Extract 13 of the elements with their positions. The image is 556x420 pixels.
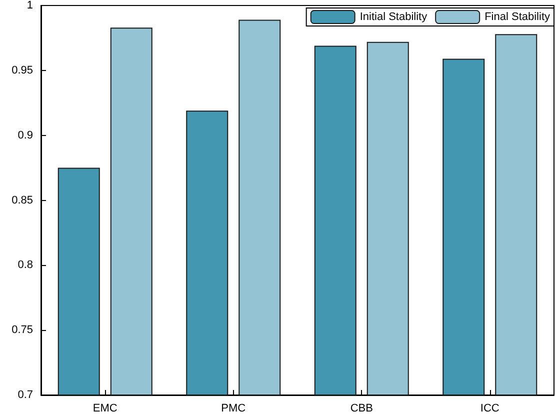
y-tick-label: 0.85 — [12, 194, 33, 206]
y-tick-label: 0.75 — [12, 324, 33, 336]
x-tick-label: ICC — [480, 402, 500, 414]
y-tick-label: 1 — [26, 0, 33, 12]
y-tick-label: 0.9 — [18, 129, 33, 142]
y-tick-label: 0.7 — [18, 389, 33, 401]
y-tick-label: 0.95 — [12, 64, 33, 76]
legend-label: Final Stability — [484, 11, 550, 23]
x-tick-label: PMC — [221, 402, 246, 414]
legend-label: Initial Stability — [360, 11, 428, 23]
x-tick-label: CBB — [350, 402, 373, 414]
x-tick-label: EMC — [92, 402, 118, 414]
y-tick-label: 0.8 — [18, 259, 33, 272]
